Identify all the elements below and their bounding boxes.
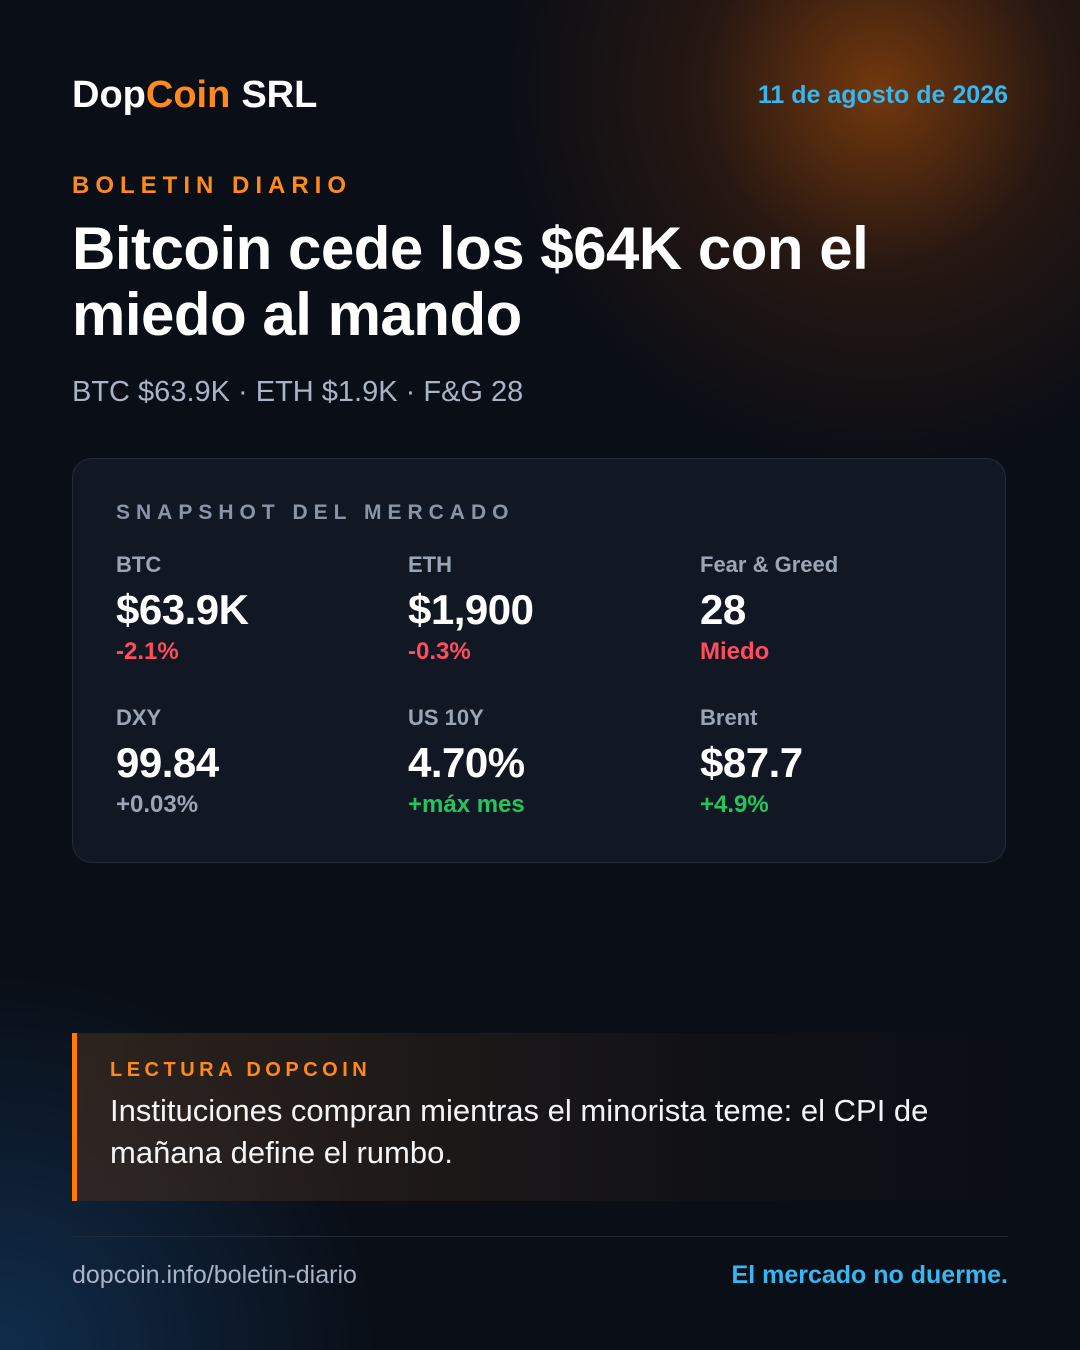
metric: DXY 99.84 +0.03% xyxy=(116,705,396,819)
metric-label: BTC xyxy=(116,552,162,577)
brand-highlight: Coin xyxy=(145,74,231,116)
insight-panel: LECTURA DOPCOIN Instituciones compran mi… xyxy=(72,1033,1008,1201)
footer-url[interactable]: dopcoin.info/boletin-diario xyxy=(72,1261,357,1289)
metric: US 10Y 4.70% +máx mes xyxy=(408,705,688,819)
snapshot-card: SNAPSHOT DEL MERCADO BTC $63.9K -2.1% ETH $1… xyxy=(72,458,1006,863)
metric-value: 4.70% xyxy=(408,739,525,786)
metric-change: Miedo xyxy=(700,638,770,665)
metric-change: +máx mes xyxy=(408,791,525,818)
insight-label: LECTURA DOPCOIN xyxy=(110,1059,372,1081)
metric-label: ETH xyxy=(408,552,452,577)
metric: ETH $1,900 -0.3% xyxy=(408,552,688,666)
brand-suffix: SRL xyxy=(241,74,318,116)
metric: Brent $87.7 +4.9% xyxy=(700,705,980,819)
date: 11 de agosto de 2026 xyxy=(757,81,1008,109)
metric-change: +0.03% xyxy=(116,791,199,818)
divider xyxy=(72,1236,1008,1237)
summary: BTC $63.9K · ETH $1.9K · F&G 28 xyxy=(72,376,524,408)
metric-value: 28 xyxy=(700,586,746,633)
metric-label: Brent xyxy=(700,705,758,730)
metric-value: $63.9K xyxy=(116,586,249,633)
metric-label: DXY xyxy=(116,705,162,730)
kicker: BOLETIN DIARIO xyxy=(72,172,352,199)
headline: Bitcoin cede los $64K con el miedo al ma… xyxy=(72,215,869,348)
metric-value: $87.7 xyxy=(700,739,803,786)
metric-label: Fear & Greed xyxy=(700,552,839,577)
brand: DopCoin SRL xyxy=(72,74,317,117)
metric: Fear & Greed 28 Miedo xyxy=(700,552,980,666)
brand-prefix: Dop xyxy=(72,74,146,116)
metric-value: 99.84 xyxy=(116,739,219,786)
metric-change: +4.9% xyxy=(700,791,769,818)
metric-value: $1,900 xyxy=(408,586,534,633)
metric-label: US 10Y xyxy=(408,705,484,730)
snapshot-title: SNAPSHOT DEL MERCADO xyxy=(116,501,515,524)
metric-change: -2.1% xyxy=(116,638,179,665)
insight-text: Instituciones compran mientras el minori… xyxy=(110,1093,929,1170)
metric: BTC $63.9K -2.1% xyxy=(116,552,396,666)
footer-tagline: El mercado no duerme. xyxy=(731,1261,1008,1289)
metric-change: -0.3% xyxy=(408,638,471,665)
